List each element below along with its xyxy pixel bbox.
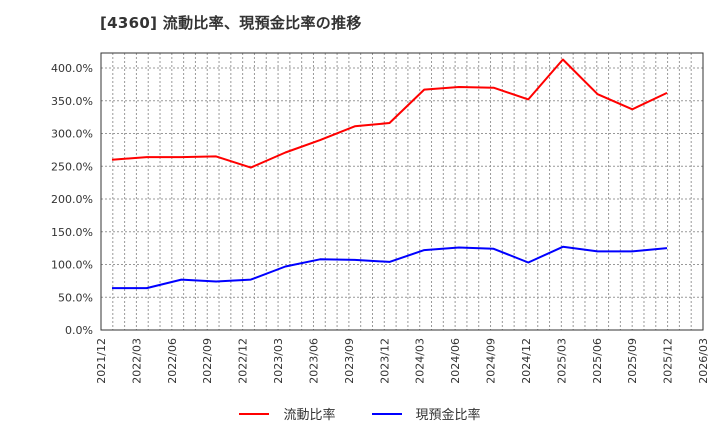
x-tick-label: 2022/12 [237, 338, 250, 384]
legend-label-current-ratio: 流動比率 [283, 408, 336, 423]
x-tick-label: 2024/03 [414, 338, 427, 384]
red-line-swatch-icon [239, 412, 270, 415]
x-tick-label: 2022/06 [166, 338, 179, 384]
x-tick-label: 2023/12 [378, 338, 391, 384]
x-tick-label: 2023/09 [343, 338, 356, 384]
series-line-cash-ratio [112, 245, 668, 290]
x-tick-label: 2025/06 [591, 338, 604, 384]
x-tick-label: 2022/09 [201, 338, 214, 384]
x-tick-label: 2023/06 [307, 338, 320, 384]
y-tick-label: 100.0% [51, 259, 93, 272]
grid-lines [101, 53, 703, 330]
chart-title: [4360] 流動比率、現預金比率の推移 [100, 14, 362, 32]
x-tick-label: 2026/03 [697, 338, 710, 384]
x-tick-label: 2022/03 [130, 338, 143, 384]
legend-item-current-ratio: 流動比率 [239, 404, 336, 423]
legend-label-cash-ratio: 現預金比率 [415, 408, 481, 423]
x-tick-label: 2021/12 [95, 338, 108, 384]
y-tick-label: 50.0% [58, 291, 93, 304]
y-tick-label: 0.0% [65, 324, 93, 337]
y-tick-label: 250.0% [51, 160, 93, 173]
blue-line-swatch-icon [371, 412, 402, 415]
x-tick-label: 2024/06 [449, 338, 462, 384]
x-tick-label: 2024/09 [485, 338, 498, 384]
y-tick-label: 300.0% [51, 128, 93, 141]
y-tick-label: 200.0% [51, 193, 93, 206]
x-tick-label: 2025/03 [555, 338, 568, 384]
data-series [111, 58, 668, 290]
legend: 流動比率 現預金比率 [0, 404, 720, 423]
x-tick-label: 2025/12 [662, 338, 675, 384]
y-tick-label: 400.0% [51, 62, 93, 75]
y-axis: 0.0% 50.0% 100.0% 150.0% 200.0% 250.0% 300.0% 3… [51, 62, 93, 337]
plot-frame [100, 52, 704, 331]
x-tick-label: 2024/12 [520, 338, 533, 384]
x-tick-label: 2025/09 [626, 338, 639, 384]
legend-item-cash-ratio: 現預金比率 [371, 404, 481, 423]
x-tick-label: 2023/03 [272, 338, 285, 384]
y-tick-label: 150.0% [51, 226, 93, 239]
series-line-current-ratio [111, 58, 668, 169]
x-axis: 2021/12 2022/03 2022/06 2022/09 2022/12 2023/… [95, 338, 710, 384]
y-tick-label: 350.0% [51, 95, 93, 108]
